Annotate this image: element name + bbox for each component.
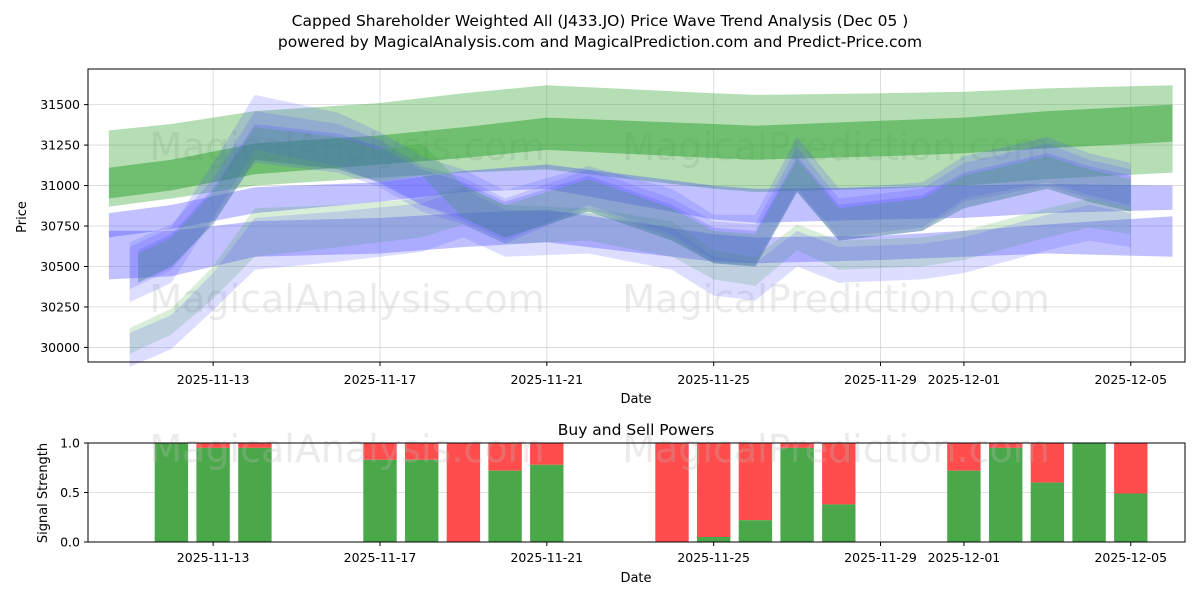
buy-power-bar (738, 520, 773, 542)
sell-power-bar (238, 443, 272, 448)
power-x-axis-label: Date (620, 571, 651, 586)
buy-sell-title: Buy and Sell Powers (558, 421, 715, 439)
buy-power-bar (822, 504, 856, 542)
sell-power-bar (738, 443, 773, 521)
sell-power-bar (947, 443, 981, 471)
power-x-tick-label: 2025-11-17 (344, 550, 417, 565)
buy-power-bar (989, 447, 1023, 542)
sell-power-bar (989, 443, 1023, 448)
watermark-prediction-lower: MagicalPrediction.com (622, 277, 1050, 321)
buy-power-bar (1072, 443, 1106, 542)
power-x-tick-label: 2025-11-25 (677, 550, 750, 565)
price-plot-frame (87, 68, 1186, 363)
buy-power-bar (196, 447, 230, 542)
chart-title-line-2: powered by MagicalAnalysis.com and Magic… (278, 33, 922, 51)
wave-band-green-wave-2 (138, 127, 1131, 283)
watermark-analysis-lower: MagicalAnalysis.com (149, 277, 544, 321)
buy-power-bar (154, 443, 189, 542)
power-y-tick-label: 1.0 (60, 436, 80, 451)
wave-band-blue-wave-3 (129, 94, 1131, 303)
price-x-tick-label: 2025-11-21 (510, 372, 583, 387)
buy-power-bar (947, 470, 981, 542)
buy-power-bar (405, 459, 439, 542)
price-x-tick-label: 2025-12-01 (928, 372, 1001, 387)
power-y-axis-label: Signal Strength (36, 443, 51, 543)
price-x-tick-label: 2025-11-29 (844, 372, 917, 387)
price-y-tick-label: 30750 (40, 219, 80, 234)
power-x-ticks: 2025-11-13 2025-11-17 2025-11-21 2025-11-25… (177, 542, 1167, 565)
power-y-tick-label: 0.0 (60, 535, 80, 550)
power-y-ticks: 0.0 0.5 1.0 (60, 436, 88, 550)
price-x-axis-label: Date (620, 392, 651, 407)
buy-power-bar (1030, 482, 1065, 542)
buy-power-bar (780, 447, 814, 542)
sell-power-bar (488, 443, 522, 471)
buy-power-bar (697, 537, 731, 542)
power-x-tick-label: 2025-11-13 (177, 550, 250, 565)
wave-band-blue-wave-4 (138, 124, 1131, 283)
chart-title-line-1: Capped Shareholder Weighted All (J433.JO… (292, 12, 909, 30)
power-x-tick-label: 2025-11-21 (510, 550, 583, 565)
watermark-prediction-bottom: MagicalPrediction.com (622, 427, 1050, 471)
sell-power-bar (1030, 443, 1065, 483)
price-y-tick-label: 31500 (40, 97, 80, 112)
buy-power-bar (488, 470, 522, 542)
price-y-tick-label: 31250 (40, 138, 80, 153)
sell-power-bar (446, 443, 481, 542)
wave-band-blue-lower (108, 209, 1173, 280)
price-wave-bands (108, 85, 1173, 367)
price-x-tick-label: 2025-12-05 (1094, 372, 1167, 387)
price-y-tick-label: 30500 (40, 259, 80, 274)
wave-band-blue-wave-2 (129, 111, 1131, 290)
power-x-tick-label: 2025-12-01 (928, 550, 1001, 565)
sell-power-bar (780, 443, 814, 448)
sell-power-bar (196, 443, 230, 448)
sell-power-bar (363, 443, 397, 460)
power-bars (154, 443, 1148, 542)
price-y-axis-label: Price (15, 201, 30, 233)
power-x-tick-label: 2025-11-29 (844, 550, 917, 565)
price-x-tick-label: 2025-11-25 (677, 372, 750, 387)
buy-power-bar (363, 459, 397, 542)
wave-band-green-wave-1 (129, 185, 1131, 354)
price-wave-chart: MagicalAnalysis.com MagicalPrediction.co… (15, 68, 1186, 407)
price-y-tick-label: 30250 (40, 299, 80, 314)
power-watermarks: MagicalAnalysis.com MagicalPrediction.co… (149, 427, 1049, 471)
sell-power-bar (697, 443, 731, 537)
sell-power-bar (1114, 443, 1148, 494)
buy-sell-power-chart: Buy and Sell Powers MagicalAnalysis.com … (36, 421, 1186, 586)
wave-band-blue-wave-1 (129, 188, 1131, 367)
buy-power-bar (1114, 493, 1148, 542)
power-y-tick-label: 0.5 (60, 485, 80, 500)
watermark-analysis-bottom: MagicalAnalysis.com (149, 427, 544, 471)
sell-power-bar (655, 443, 689, 542)
price-y-tick-label: 31000 (40, 178, 80, 193)
power-x-tick-label: 2025-12-05 (1094, 550, 1167, 565)
price-x-tick-label: 2025-11-17 (344, 372, 417, 387)
price-x-tick-label: 2025-11-13 (177, 372, 250, 387)
wave-band-green-inner (108, 104, 1173, 199)
sell-power-bar (405, 443, 439, 460)
wave-band-blue-mid (108, 164, 1173, 238)
price-x-ticks: 2025-11-13 2025-11-17 2025-11-21 2025-11-25… (177, 362, 1167, 387)
buy-power-bar (530, 464, 564, 542)
sell-power-bar (530, 443, 564, 465)
price-y-tick-label: 30000 (40, 340, 80, 355)
price-y-ticks: 30000 30250 30500 30750 31000 31250 31500 (40, 97, 88, 355)
sell-power-bar (822, 443, 856, 505)
buy-power-bar (238, 447, 272, 542)
